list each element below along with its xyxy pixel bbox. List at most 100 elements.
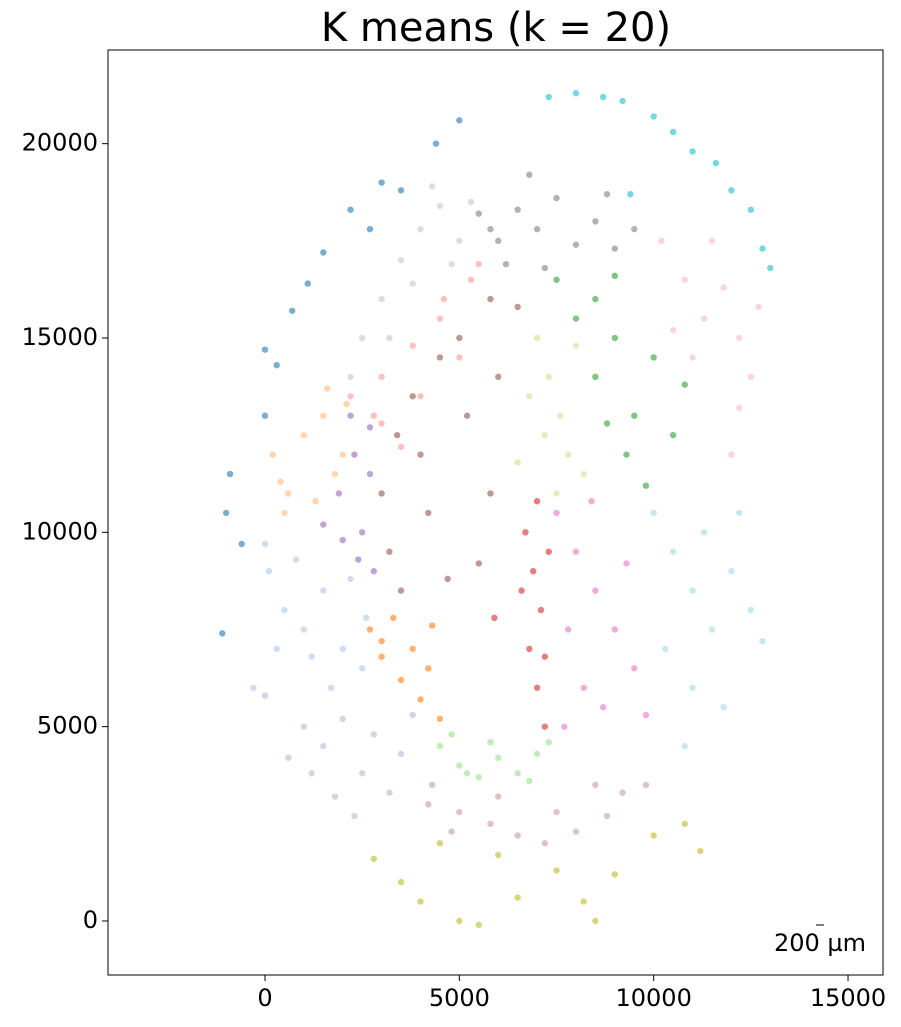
point — [355, 556, 362, 563]
point — [650, 832, 657, 839]
point — [522, 529, 529, 536]
point — [397, 750, 405, 758]
point — [358, 770, 366, 777]
point — [440, 295, 448, 303]
point — [320, 521, 327, 528]
point — [487, 295, 494, 303]
point — [358, 529, 366, 536]
point — [662, 645, 669, 653]
point — [747, 206, 755, 213]
point — [226, 470, 234, 478]
point — [767, 264, 774, 272]
point — [611, 245, 619, 252]
point — [366, 470, 374, 478]
point — [526, 645, 533, 653]
point — [312, 498, 319, 505]
point — [541, 723, 549, 730]
point — [339, 451, 346, 458]
point — [331, 470, 339, 478]
point — [327, 684, 335, 691]
point — [623, 560, 630, 567]
point — [728, 187, 735, 194]
point — [541, 653, 549, 660]
point — [553, 490, 560, 497]
point — [261, 346, 269, 353]
point — [669, 327, 677, 334]
point — [697, 847, 704, 855]
scalebar-label: 200 µm — [774, 929, 866, 957]
point — [611, 871, 619, 878]
point — [409, 342, 416, 349]
point — [343, 400, 350, 408]
point — [545, 373, 552, 381]
point — [370, 567, 378, 575]
point — [378, 295, 385, 303]
point — [378, 637, 385, 645]
point — [712, 159, 720, 167]
point — [720, 284, 727, 291]
point — [592, 295, 599, 303]
point — [475, 921, 482, 929]
point — [378, 420, 385, 427]
point — [495, 793, 502, 800]
point — [533, 750, 541, 758]
point — [572, 342, 580, 349]
point — [735, 334, 743, 342]
point — [269, 451, 276, 458]
point — [331, 793, 339, 800]
point — [444, 575, 451, 583]
point — [689, 587, 696, 594]
point — [335, 490, 343, 497]
point — [553, 276, 560, 283]
point — [708, 237, 716, 245]
point — [533, 334, 541, 342]
point — [397, 187, 405, 194]
point — [533, 225, 541, 233]
point — [320, 412, 327, 419]
point — [759, 637, 766, 645]
point — [564, 626, 572, 633]
point — [728, 567, 735, 575]
point — [514, 459, 521, 466]
point — [417, 225, 424, 233]
point — [397, 676, 405, 684]
point — [611, 626, 619, 633]
plot-frame — [107, 49, 884, 976]
point — [339, 715, 346, 723]
point — [572, 548, 580, 555]
point — [759, 245, 766, 252]
point — [347, 412, 354, 419]
point — [277, 478, 284, 485]
y-tick-label: 5000 — [37, 712, 98, 740]
point — [219, 630, 226, 637]
point — [514, 894, 521, 901]
point — [545, 93, 552, 101]
point — [650, 509, 657, 517]
point — [339, 536, 346, 544]
x-tick-label: 10000 — [616, 984, 692, 1012]
point — [417, 898, 424, 905]
x-tick-label: 5000 — [429, 984, 490, 1012]
point — [370, 412, 378, 419]
point — [351, 812, 358, 820]
point — [475, 560, 482, 567]
point — [631, 412, 638, 419]
point — [495, 851, 502, 859]
point — [592, 373, 599, 381]
point — [425, 509, 432, 517]
point — [603, 420, 611, 427]
point — [735, 404, 743, 412]
point — [347, 393, 354, 400]
point — [397, 878, 405, 886]
point — [580, 470, 587, 478]
point — [265, 567, 273, 575]
point — [545, 738, 552, 746]
point — [553, 509, 560, 517]
point — [366, 424, 374, 431]
y-tick-label: 20000 — [22, 129, 98, 157]
x-tick-label: 0 — [257, 984, 272, 1012]
point — [514, 206, 521, 213]
point — [514, 832, 521, 839]
point — [623, 451, 630, 458]
point — [273, 361, 280, 369]
